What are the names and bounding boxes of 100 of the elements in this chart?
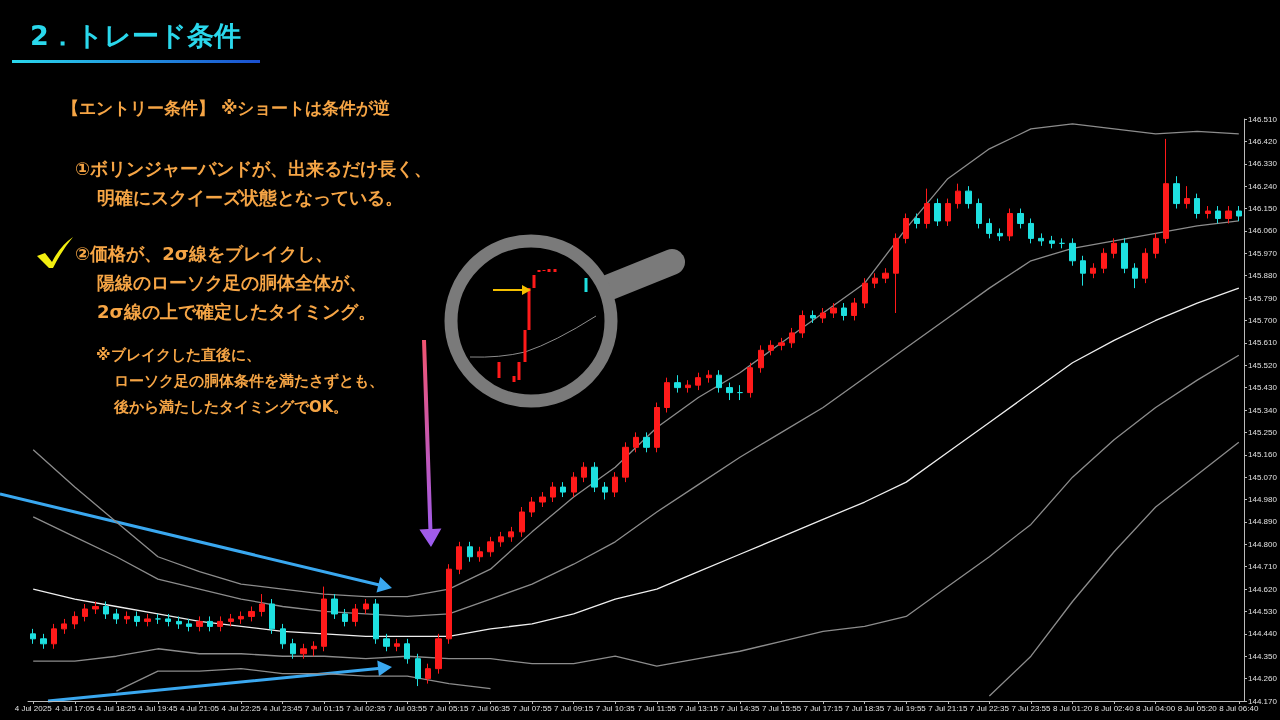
y-tick-label: 144.800: [1248, 539, 1278, 549]
candlestick: [217, 615, 223, 632]
candlestick: [737, 384, 743, 401]
x-tick-label: 7 Jul 01:15: [304, 703, 345, 713]
candlestick: [591, 461, 598, 493]
x-tick-label: 7 Jul 02:35: [346, 703, 386, 713]
candlestick: [61, 618, 67, 635]
candlestick: [1225, 205, 1232, 224]
candlestick: [560, 481, 566, 498]
candlestick: [768, 339, 774, 356]
candlestick: [1028, 217, 1034, 244]
candlestick: [1017, 208, 1024, 229]
candlestick: [176, 615, 182, 630]
candlestick: [716, 369, 722, 394]
x-tick-label: 8 Jul 04:00: [1136, 703, 1176, 713]
candlestick: [747, 362, 753, 399]
x-tick-label: 7 Jul 19:55: [886, 703, 927, 713]
candlestick: [903, 213, 909, 244]
y-tick-label: 145.610: [1248, 338, 1278, 348]
x-tick-label: 7 Jul 07:55: [512, 703, 553, 713]
candlestick: [498, 531, 504, 548]
candlestick: [789, 327, 795, 349]
x-tick-label: 7 Jul 13:15: [678, 703, 719, 713]
annotation: ①ボリンジャーバンドが、出来るだけ長く、明確にスクイーズ状態となっている。: [75, 157, 433, 210]
candlestick: [1101, 247, 1107, 274]
y-tick-label: 146.420: [1248, 136, 1278, 146]
x-tick-label: 8 Jul 06:40: [1219, 703, 1259, 713]
candlestick: [113, 608, 119, 625]
candlestick: [612, 471, 618, 498]
y-tick-label: 146.510: [1248, 114, 1278, 124]
candlestick: [311, 640, 317, 657]
y-tick-label: 144.980: [1248, 495, 1278, 505]
candlestick: [841, 302, 847, 321]
candlestick: [1163, 138, 1169, 244]
candlestick: [124, 610, 130, 625]
y-tick-label: 145.790: [1248, 293, 1278, 303]
candlestick: [539, 491, 546, 508]
candlestick: [1153, 232, 1159, 259]
x-tick-label: 8 Jul 01:20: [1052, 703, 1093, 713]
y-tick-label: 146.060: [1248, 226, 1278, 236]
candlestick: [1038, 232, 1044, 247]
x-tick-label: 7 Jul 14:35: [720, 703, 761, 713]
x-tick-label: 4 Jul 22:25: [221, 703, 262, 713]
candlestick: [1007, 208, 1013, 242]
y-tick-label: 146.150: [1248, 204, 1278, 214]
candlestick: [758, 344, 764, 374]
candlestick: [269, 598, 275, 635]
annotation: ②価格が、2σ線をブレイクし、陽線のローソク足の胴体全体が、2σ線の上で確定したタイミング。: [75, 242, 376, 324]
x-tick-label: 7 Jul 11:55: [637, 703, 677, 713]
candlestick: [1173, 175, 1180, 210]
candlestick: [248, 605, 255, 622]
candlestick: [373, 598, 379, 645]
candlestick: [945, 198, 951, 227]
candlestick: [92, 601, 99, 615]
candlestick: [394, 638, 400, 652]
candlestick: [924, 188, 930, 229]
candlestick: [799, 310, 805, 339]
candlestick: [72, 610, 78, 630]
candlestick: [581, 461, 587, 483]
candlestick: [165, 613, 171, 627]
candlestick: [706, 369, 712, 384]
candlestick: [830, 302, 837, 319]
candlestick: [331, 593, 338, 620]
candlestick: [810, 310, 816, 324]
x-tick-label: 7 Jul 22:35: [969, 703, 1010, 713]
candlestick: [1236, 205, 1242, 222]
candlestick: [321, 586, 327, 652]
chart-title: 2．トレード条件: [30, 19, 241, 53]
x-tick-label: 7 Jul 09:15: [554, 703, 594, 713]
y-tick-label: 145.700: [1248, 315, 1278, 325]
candlestick: [654, 402, 660, 453]
candlestick: [882, 267, 889, 284]
candlestick: [40, 633, 47, 650]
candlestick: [1121, 237, 1128, 274]
y-tick-label: 144.440: [1248, 629, 1278, 639]
candlestick: [602, 481, 608, 501]
candlestick: [976, 198, 982, 229]
candlestick: [820, 307, 826, 324]
candlestick: [280, 623, 286, 650]
candlestick: [415, 653, 421, 687]
candlestick: [934, 198, 941, 227]
x-tick-label: 7 Jul 21:15: [928, 703, 968, 713]
candlestick: [446, 563, 452, 645]
candlestick: [1194, 193, 1200, 219]
candlestick: [1132, 262, 1138, 289]
y-tick-label: 145.160: [1248, 450, 1278, 460]
y-tick-label: 144.170: [1248, 696, 1278, 706]
line-series: [32, 123, 1240, 598]
x-tick-label: 8 Jul 02:40: [1094, 703, 1135, 713]
candlestick: [228, 613, 234, 627]
candlestick: [259, 593, 265, 617]
candlestick: [664, 377, 670, 413]
candlestick: [435, 633, 442, 675]
candlestick: [487, 536, 494, 558]
candlestick: [342, 608, 348, 627]
candlestick: [893, 232, 899, 314]
y-tick-label: 145.970: [1248, 248, 1278, 258]
candlestick: [186, 618, 192, 632]
candlestick: [1184, 185, 1190, 210]
x-tick-label: 4 Jul 21:05: [179, 703, 220, 713]
